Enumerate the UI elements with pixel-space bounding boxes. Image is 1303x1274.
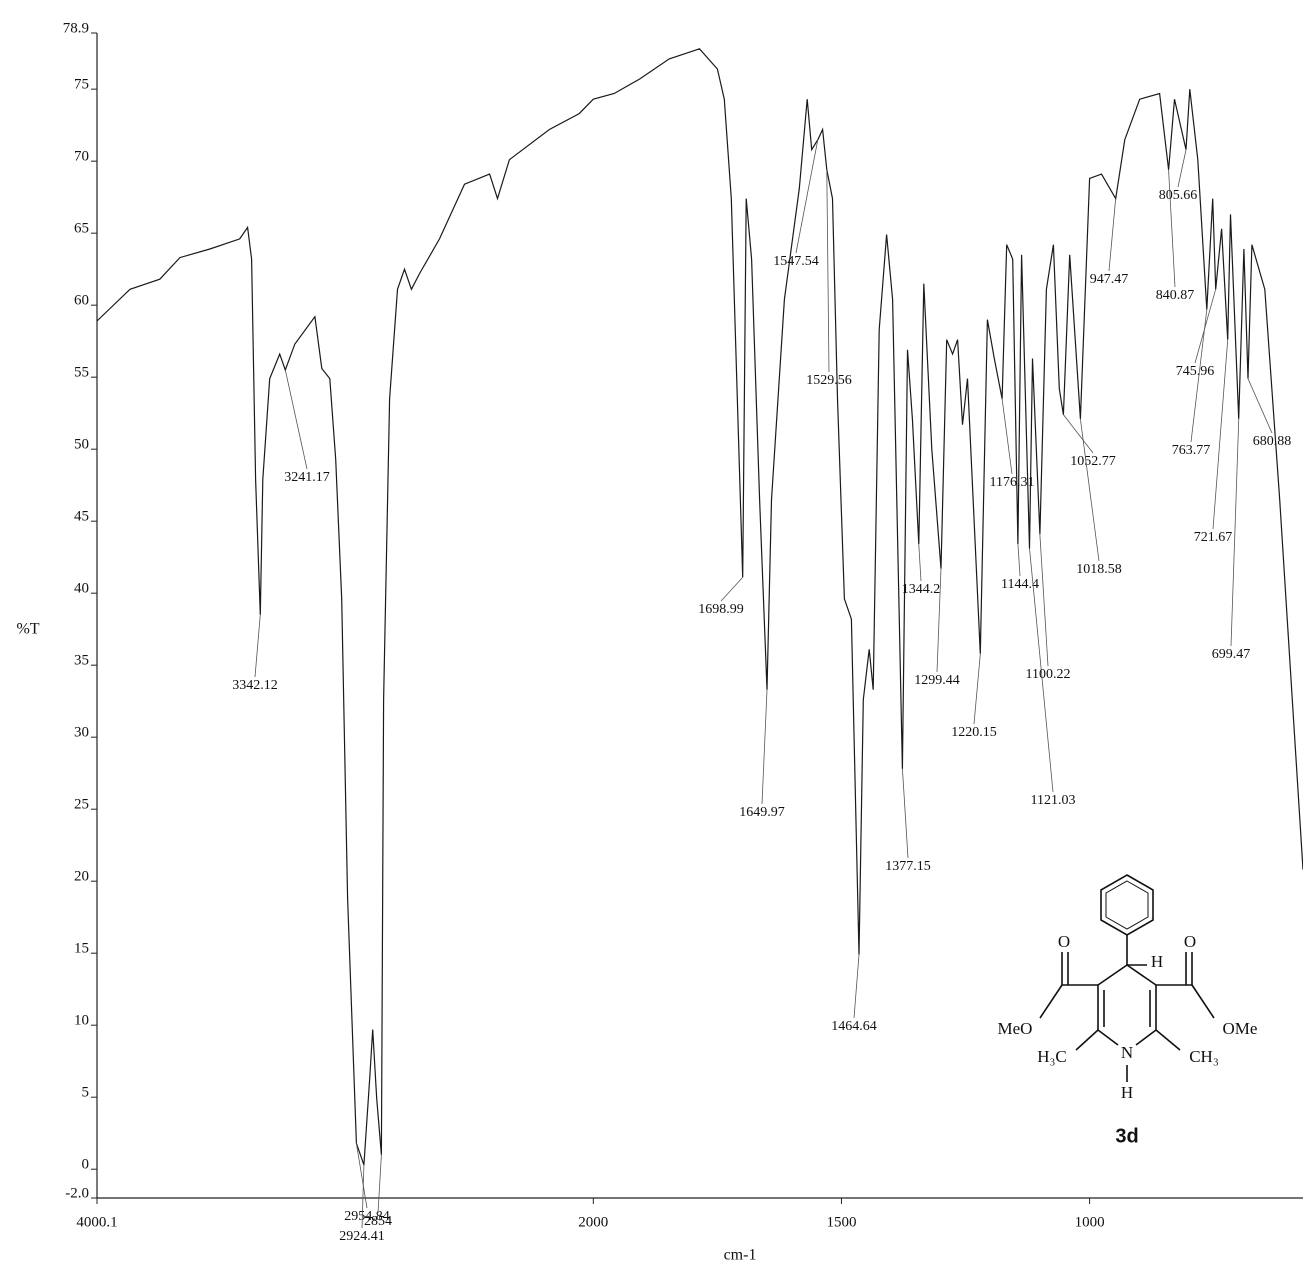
peak-leader [284,369,308,470]
atom-label: H₃C [1037,1047,1067,1066]
structure: O MeO O OMe H H₃C N CH₃ H 3d [998,874,1258,1147]
y-axis-label: %T [16,621,39,638]
peak-leader [795,139,819,254]
y-tick-label: 40 [74,581,89,597]
atom-label: O [1058,932,1070,951]
peak-label: 1464.64 [831,1019,877,1034]
bond [1039,984,1063,1019]
peak-label: 1121.03 [1031,793,1076,808]
peak-label: 699.47 [1212,647,1251,662]
atom-label: N [1121,1043,1133,1062]
peak-leader [918,544,922,582]
peak-label: 1698.99 [698,602,744,617]
x-axis-label: cm-1 [724,1247,757,1264]
bond [1126,964,1157,1046]
y-tick-label: 75 [74,77,89,93]
y-tick-label: 25 [74,797,89,813]
peak-label: 1100.22 [1026,667,1071,682]
peak-label: 745.96 [1176,364,1215,379]
peak-label: 1018.58 [1076,562,1122,577]
y-tick-label: 15 [74,941,89,957]
peak-leader [254,614,261,678]
y-tick-label: 50 [74,437,89,453]
y-tick-label: 35 [74,653,89,669]
peak-label: 1344.2 [902,582,941,597]
peak-leader [355,1143,368,1209]
peak-label: 1220.15 [951,725,997,740]
compound-name: 3d [1115,1125,1138,1147]
atom-label: MeO [998,1019,1033,1038]
peak-leader [826,169,830,373]
y-tick-label: 78.9 [63,20,89,36]
peak-leader [720,577,743,602]
y-tick-label: 5 [82,1085,90,1101]
peak-label: 1547.54 [773,254,819,269]
peak-leader [1177,149,1187,188]
peak-label: 1649.97 [739,805,785,820]
spectrum-line [96,48,1303,1166]
peak-leader [853,954,860,1019]
y-tick-label: 70 [74,149,89,165]
y-tick-label: 60 [74,293,89,309]
peak-label: 840.87 [1156,288,1195,303]
peak-label: 1176.31 [990,475,1035,490]
peak-leader [1029,548,1054,793]
peak-leader [1212,339,1229,530]
atom-label: H [1151,952,1163,971]
peak-leader [1108,198,1117,272]
peak-label: 1052.77 [1070,454,1116,469]
bond [1097,964,1128,1046]
y-tick-label: 0 [82,1157,90,1173]
x-tick-label: 2000 [578,1214,608,1230]
peak-label: 721.67 [1194,530,1233,545]
y-tick-label: 55 [74,365,89,381]
x-tick-label: 4000.1 [76,1214,117,1230]
atom-label: OMe [1223,1019,1258,1038]
peak-leader [1194,289,1217,364]
y-tick-label: 20 [74,869,89,885]
peak-leader [761,689,768,805]
peak-label: 805.66 [1159,188,1198,203]
y-tick-label: -2.0 [65,1185,89,1201]
peak-label: 3241.17 [284,470,330,485]
bond [1155,1029,1181,1051]
bond [1191,984,1215,1019]
peak-leader [377,1154,382,1214]
y-tick-label: 30 [74,725,89,741]
atom-label: CH₃ [1189,1047,1219,1066]
peak-leader [1001,398,1013,475]
peak-label: 680.88 [1253,434,1292,449]
peak-leader [1063,414,1094,454]
atom-label: O [1184,932,1196,951]
peak-leader [1247,378,1273,434]
peak-label: 2924.41 [339,1229,385,1244]
peak-label: 2854 [364,1214,392,1229]
peak-label: 3342.12 [232,678,278,693]
atom-label: H [1121,1083,1133,1102]
y-tick-label: 65 [74,221,89,237]
benzene-ring [1100,874,1154,936]
peak-leader [902,768,909,859]
peak-label: 763.77 [1172,443,1211,458]
x-tick-label: 1500 [826,1214,856,1230]
peak-leader [1168,169,1176,288]
bond [1075,1029,1099,1051]
peak-label: 1377.15 [885,859,931,874]
y-tick-label: 45 [74,509,89,525]
peak-label: 1299.44 [914,673,960,688]
peak-label: 947.47 [1090,272,1129,287]
peak-leader [1039,534,1049,667]
x-tick-label: 1000 [1075,1214,1105,1230]
benzene-inner [1105,880,1149,930]
peak-leader [1230,418,1240,647]
peak-leader [1017,544,1021,577]
peak-leader [973,653,981,725]
y-tick-label: 10 [74,1013,89,1029]
peak-leader [936,568,942,673]
peak-label: 1529.56 [806,373,852,388]
peak-label: 1144.4 [1001,577,1039,592]
peak-leader [1079,418,1100,562]
peak-leader [361,1164,365,1229]
